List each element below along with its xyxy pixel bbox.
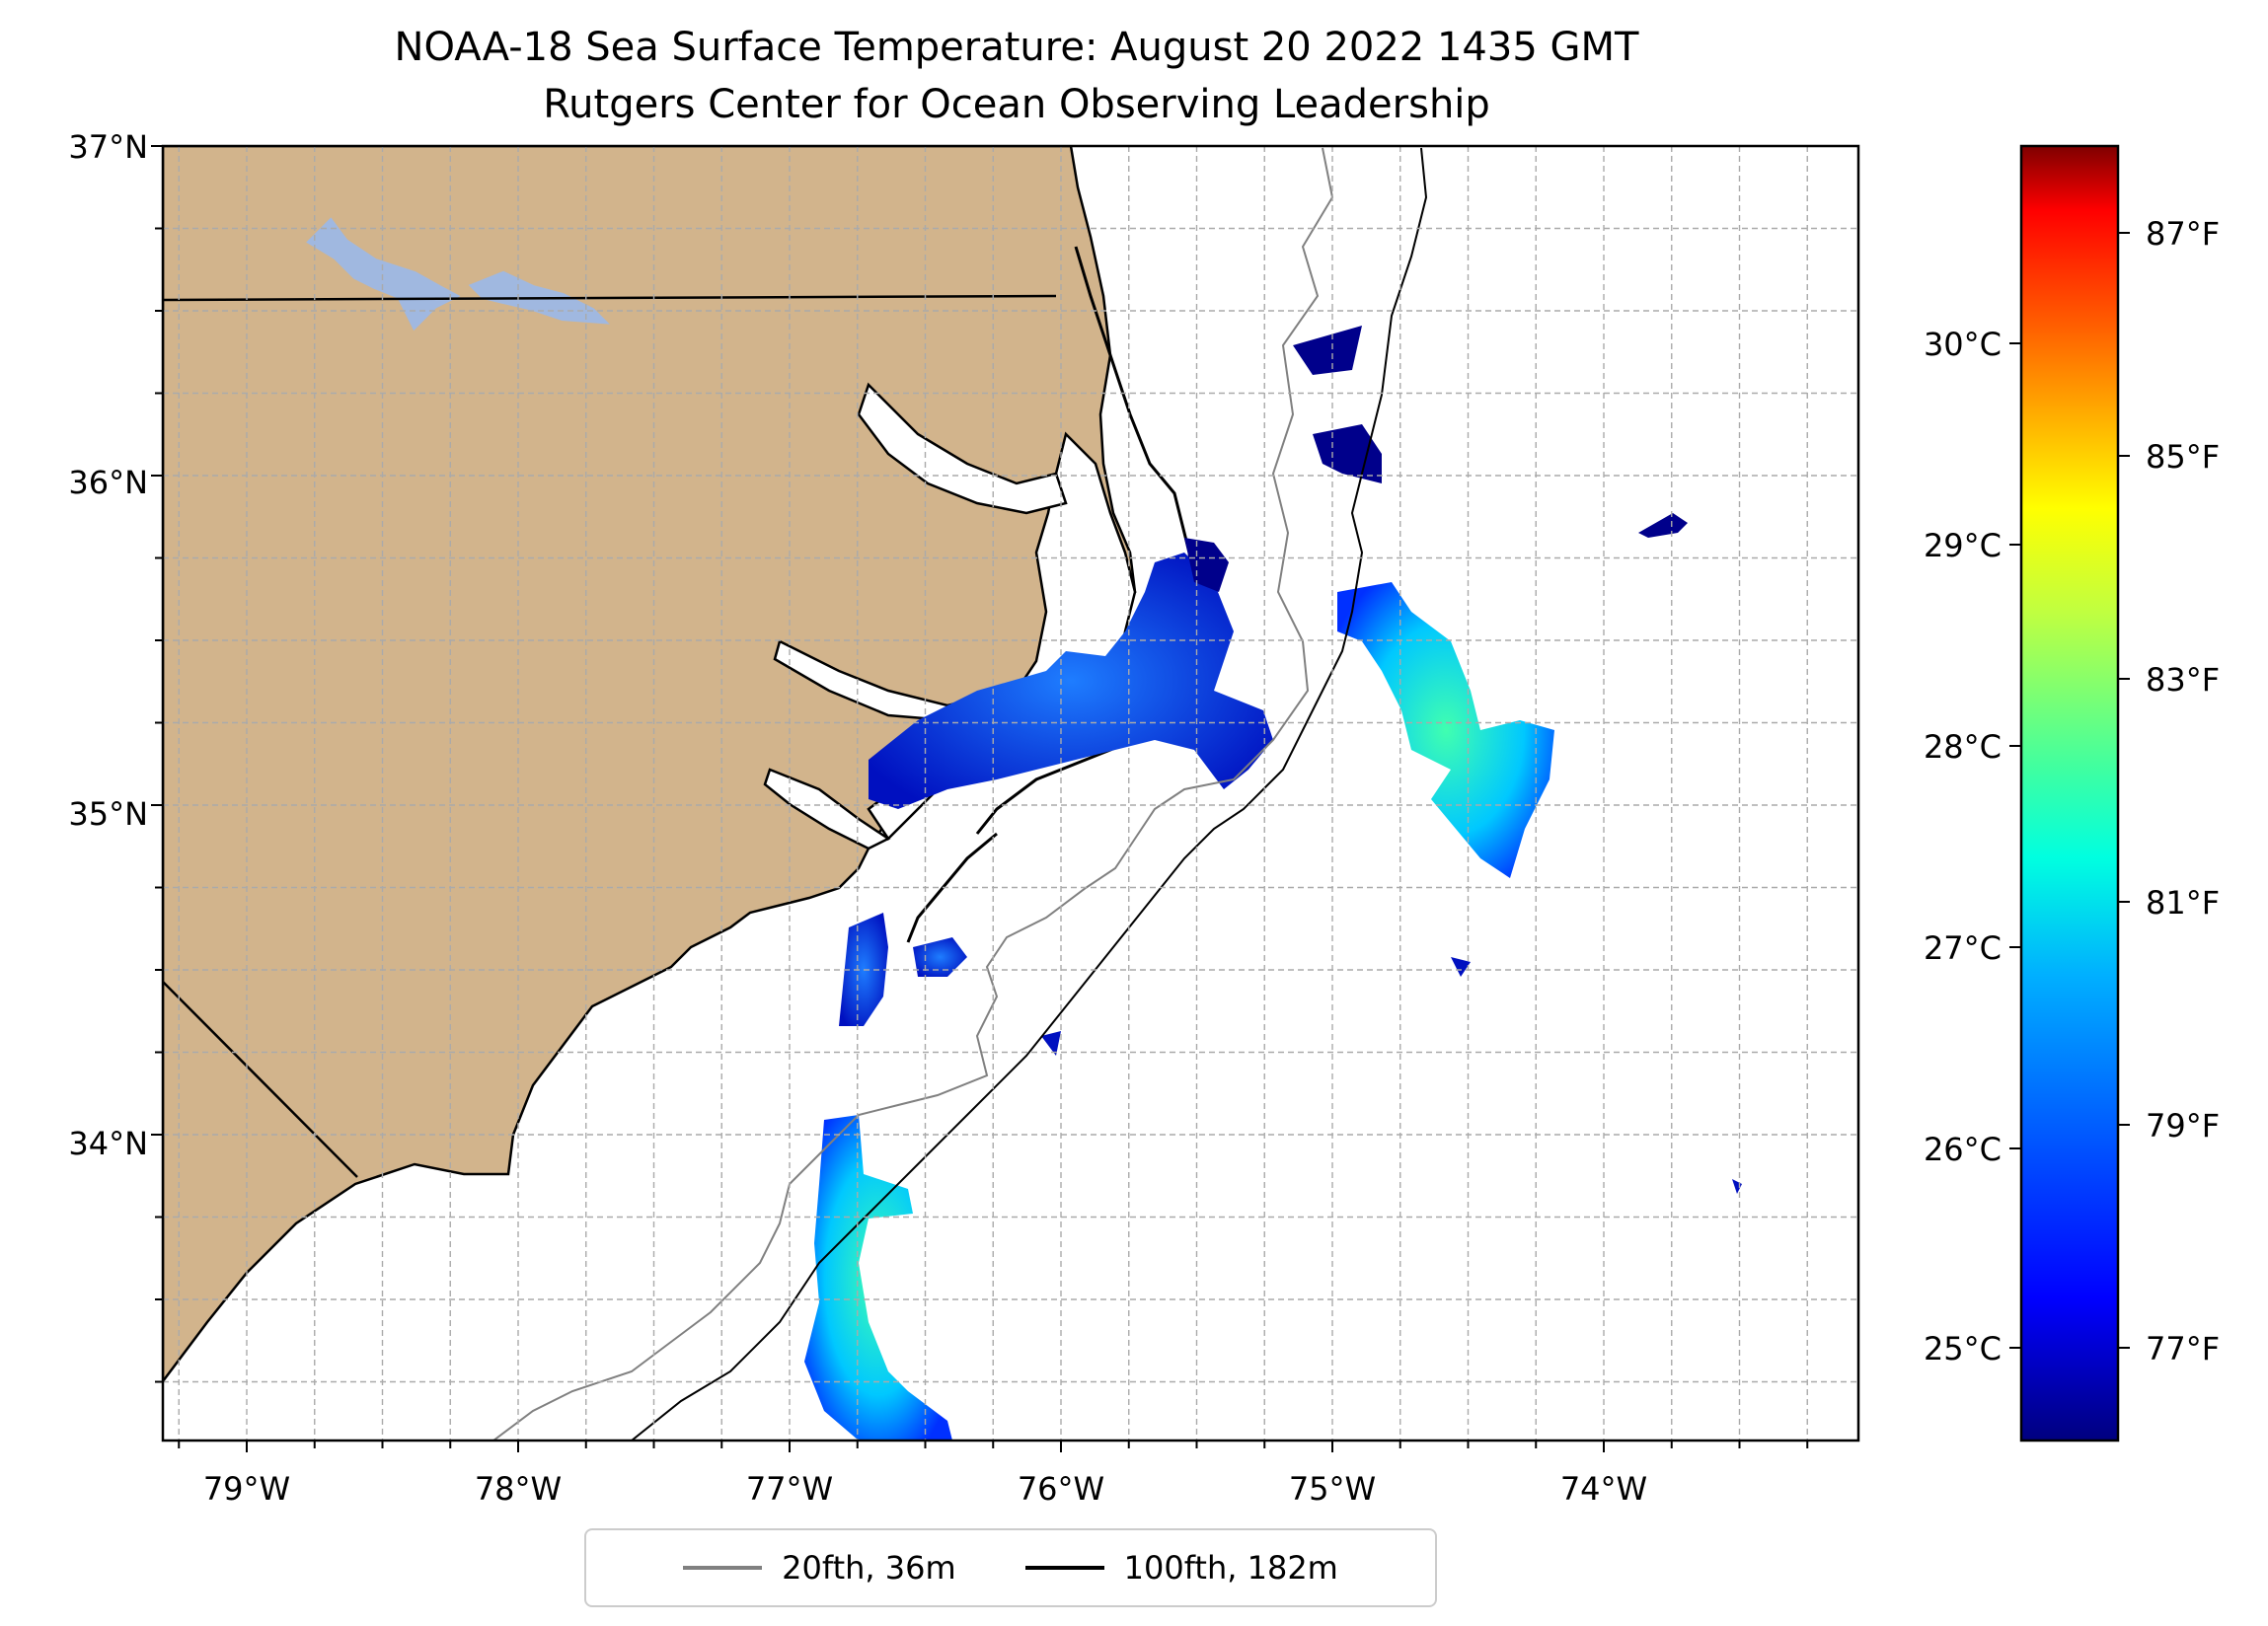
- celsius-label-25: 25°C: [1924, 1330, 2002, 1367]
- longitude-labels: 79°W 78°W 77°W 76°W 75°W 74°W: [203, 1470, 1647, 1508]
- legend-item-20fth: 20fth, 36m: [683, 1549, 956, 1587]
- lon-label-78: 78°W: [475, 1470, 562, 1508]
- chart-title: NOAA-18 Sea Surface Temperature: August …: [394, 25, 1639, 70]
- nc-va-border: [163, 294, 1057, 302]
- legend-line-gray-icon: [683, 1566, 763, 1570]
- map-frame: [161, 144, 1860, 1442]
- colorbar-celsius-labels: 30°C 29°C 28°C 27°C 26°C 25°C: [1924, 326, 2002, 1367]
- lon-label-76: 76°W: [1018, 1470, 1104, 1508]
- lon-label-74: 74°W: [1560, 1470, 1647, 1508]
- fahrenheit-label-79: 79°F: [2146, 1107, 2220, 1145]
- lon-label-75: 75°W: [1289, 1470, 1376, 1508]
- celsius-label-26: 26°C: [1924, 1131, 2002, 1168]
- celsius-label-30: 30°C: [1924, 326, 2002, 363]
- contour-100fth: [631, 147, 1428, 1441]
- nc-sc-border: [163, 981, 358, 1178]
- lat-label-37: 37°N: [68, 128, 148, 166]
- latitude-labels: 37°N 36°N 35°N 34°N: [68, 128, 148, 1162]
- fahrenheit-label-81: 81°F: [2146, 884, 2220, 922]
- lon-label-79: 79°W: [203, 1470, 290, 1508]
- lon-label-77: 77°W: [746, 1470, 833, 1508]
- colorbar-scale: [2019, 144, 2120, 1442]
- legend-label-20fth: 20fth, 36m: [782, 1549, 956, 1587]
- fahrenheit-label-85: 85°F: [2146, 438, 2220, 476]
- colorbar-fahrenheit-labels: 87°F 85°F 83°F 81°F 79°F 77°F: [2146, 215, 2220, 1367]
- celsius-label-28: 28°C: [1924, 728, 2002, 766]
- lat-label-35: 35°N: [68, 795, 148, 833]
- fahrenheit-label-87: 87°F: [2146, 215, 2220, 253]
- map-area: [163, 146, 1858, 1441]
- axis-ticks: [151, 145, 1809, 1452]
- gridlines: [163, 146, 1858, 1441]
- colorbar-celsius-ticks: [2009, 342, 2021, 1349]
- contour-20fth: [492, 147, 1334, 1441]
- lat-label-34: 34°N: [68, 1125, 148, 1162]
- celsius-label-29: 29°C: [1924, 527, 2002, 564]
- fahrenheit-label-83: 83°F: [2146, 661, 2220, 699]
- colorbar: 30°C 29°C 28°C 27°C 26°C 25°C 87°F 85°F …: [1924, 144, 2220, 1442]
- contour-legend: 20fth, 36m 100fth, 182m: [584, 1528, 1437, 1607]
- albemarle-sound: [857, 382, 1068, 515]
- colorbar-fahrenheit-ticks: [2118, 232, 2130, 1349]
- lat-label-36: 36°N: [68, 464, 148, 501]
- legend-item-100fth: 100fth, 182m: [1024, 1549, 1338, 1587]
- legend-label-100fth: 100fth, 182m: [1123, 1549, 1338, 1587]
- chart-subtitle: Rutgers Center for Ocean Observing Leade…: [543, 82, 1490, 127]
- fahrenheit-label-77: 77°F: [2146, 1330, 2220, 1367]
- celsius-label-27: 27°C: [1924, 929, 2002, 967]
- legend-line-black-icon: [1024, 1566, 1104, 1570]
